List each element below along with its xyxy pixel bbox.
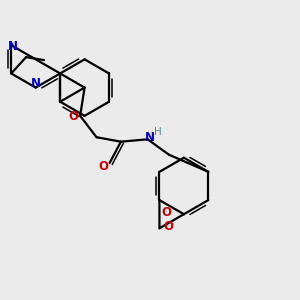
Text: O: O <box>163 220 173 233</box>
Text: N: N <box>8 40 18 53</box>
Text: N: N <box>31 76 41 90</box>
Text: O: O <box>98 160 108 172</box>
Text: O: O <box>161 206 171 219</box>
Text: N: N <box>145 131 155 144</box>
Text: H: H <box>154 127 162 137</box>
Text: O: O <box>69 110 79 123</box>
